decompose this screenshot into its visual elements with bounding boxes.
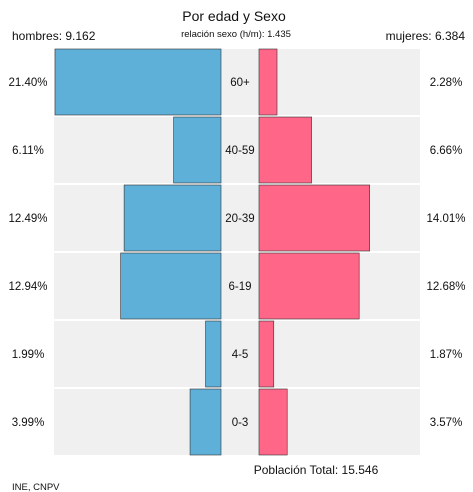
men-bar — [123, 184, 222, 252]
women-bar — [258, 388, 288, 456]
labels-layer: 21.40% 60+ 2.28% 6.11% 40-59 6.66% 12.49% 20-39… — [8, 77, 465, 429]
men-bar — [189, 388, 222, 456]
men-pct-label: 12.94% — [8, 281, 47, 293]
row-band — [54, 117, 420, 183]
men-pct-label: 1.99% — [12, 349, 45, 361]
women-pct-label: 14.01% — [426, 213, 465, 225]
age-group-label: 0-3 — [232, 417, 249, 429]
age-group-label: 20-39 — [225, 213, 254, 225]
men-pct-label: 3.99% — [12, 417, 45, 429]
men-total-label: hombres: 9.162 — [12, 29, 96, 43]
source-label: INE, CNPV — [12, 482, 60, 492]
women-bar — [258, 116, 312, 184]
women-bar — [258, 184, 370, 252]
women-pct-label: 6.66% — [430, 145, 463, 157]
men-pct-label: 21.40% — [8, 77, 47, 89]
men-bar — [120, 252, 222, 320]
chart-subtitle: relación sexo (h/m): 1.435 — [181, 29, 291, 40]
men-bar — [205, 320, 222, 388]
age-group-label: 4-5 — [232, 349, 249, 361]
women-pct-label: 2.28% — [430, 77, 463, 89]
total-population-label: Población Total: 15.546 — [254, 463, 379, 477]
row-band — [54, 321, 420, 387]
women-total-label: mujeres: 6.384 — [386, 29, 466, 43]
chart-title: Por edad y Sexo — [182, 8, 286, 24]
age-group-label: 40-59 — [225, 145, 254, 157]
women-bar — [258, 320, 275, 388]
age-group-label: 6-19 — [228, 281, 251, 293]
age-group-label: 60+ — [230, 77, 250, 89]
men-pct-label: 6.11% — [12, 145, 44, 157]
women-pct-label: 12.68% — [426, 281, 465, 293]
women-bar — [258, 252, 360, 320]
men-bar — [54, 48, 222, 116]
men-bar — [173, 116, 222, 184]
women-pct-label: 1.87% — [430, 349, 463, 361]
bars-layer — [54, 48, 370, 456]
row-band — [54, 389, 420, 455]
women-pct-label: 3.57% — [430, 417, 463, 429]
men-pct-label: 12.49% — [8, 213, 47, 225]
women-bar — [258, 48, 278, 116]
